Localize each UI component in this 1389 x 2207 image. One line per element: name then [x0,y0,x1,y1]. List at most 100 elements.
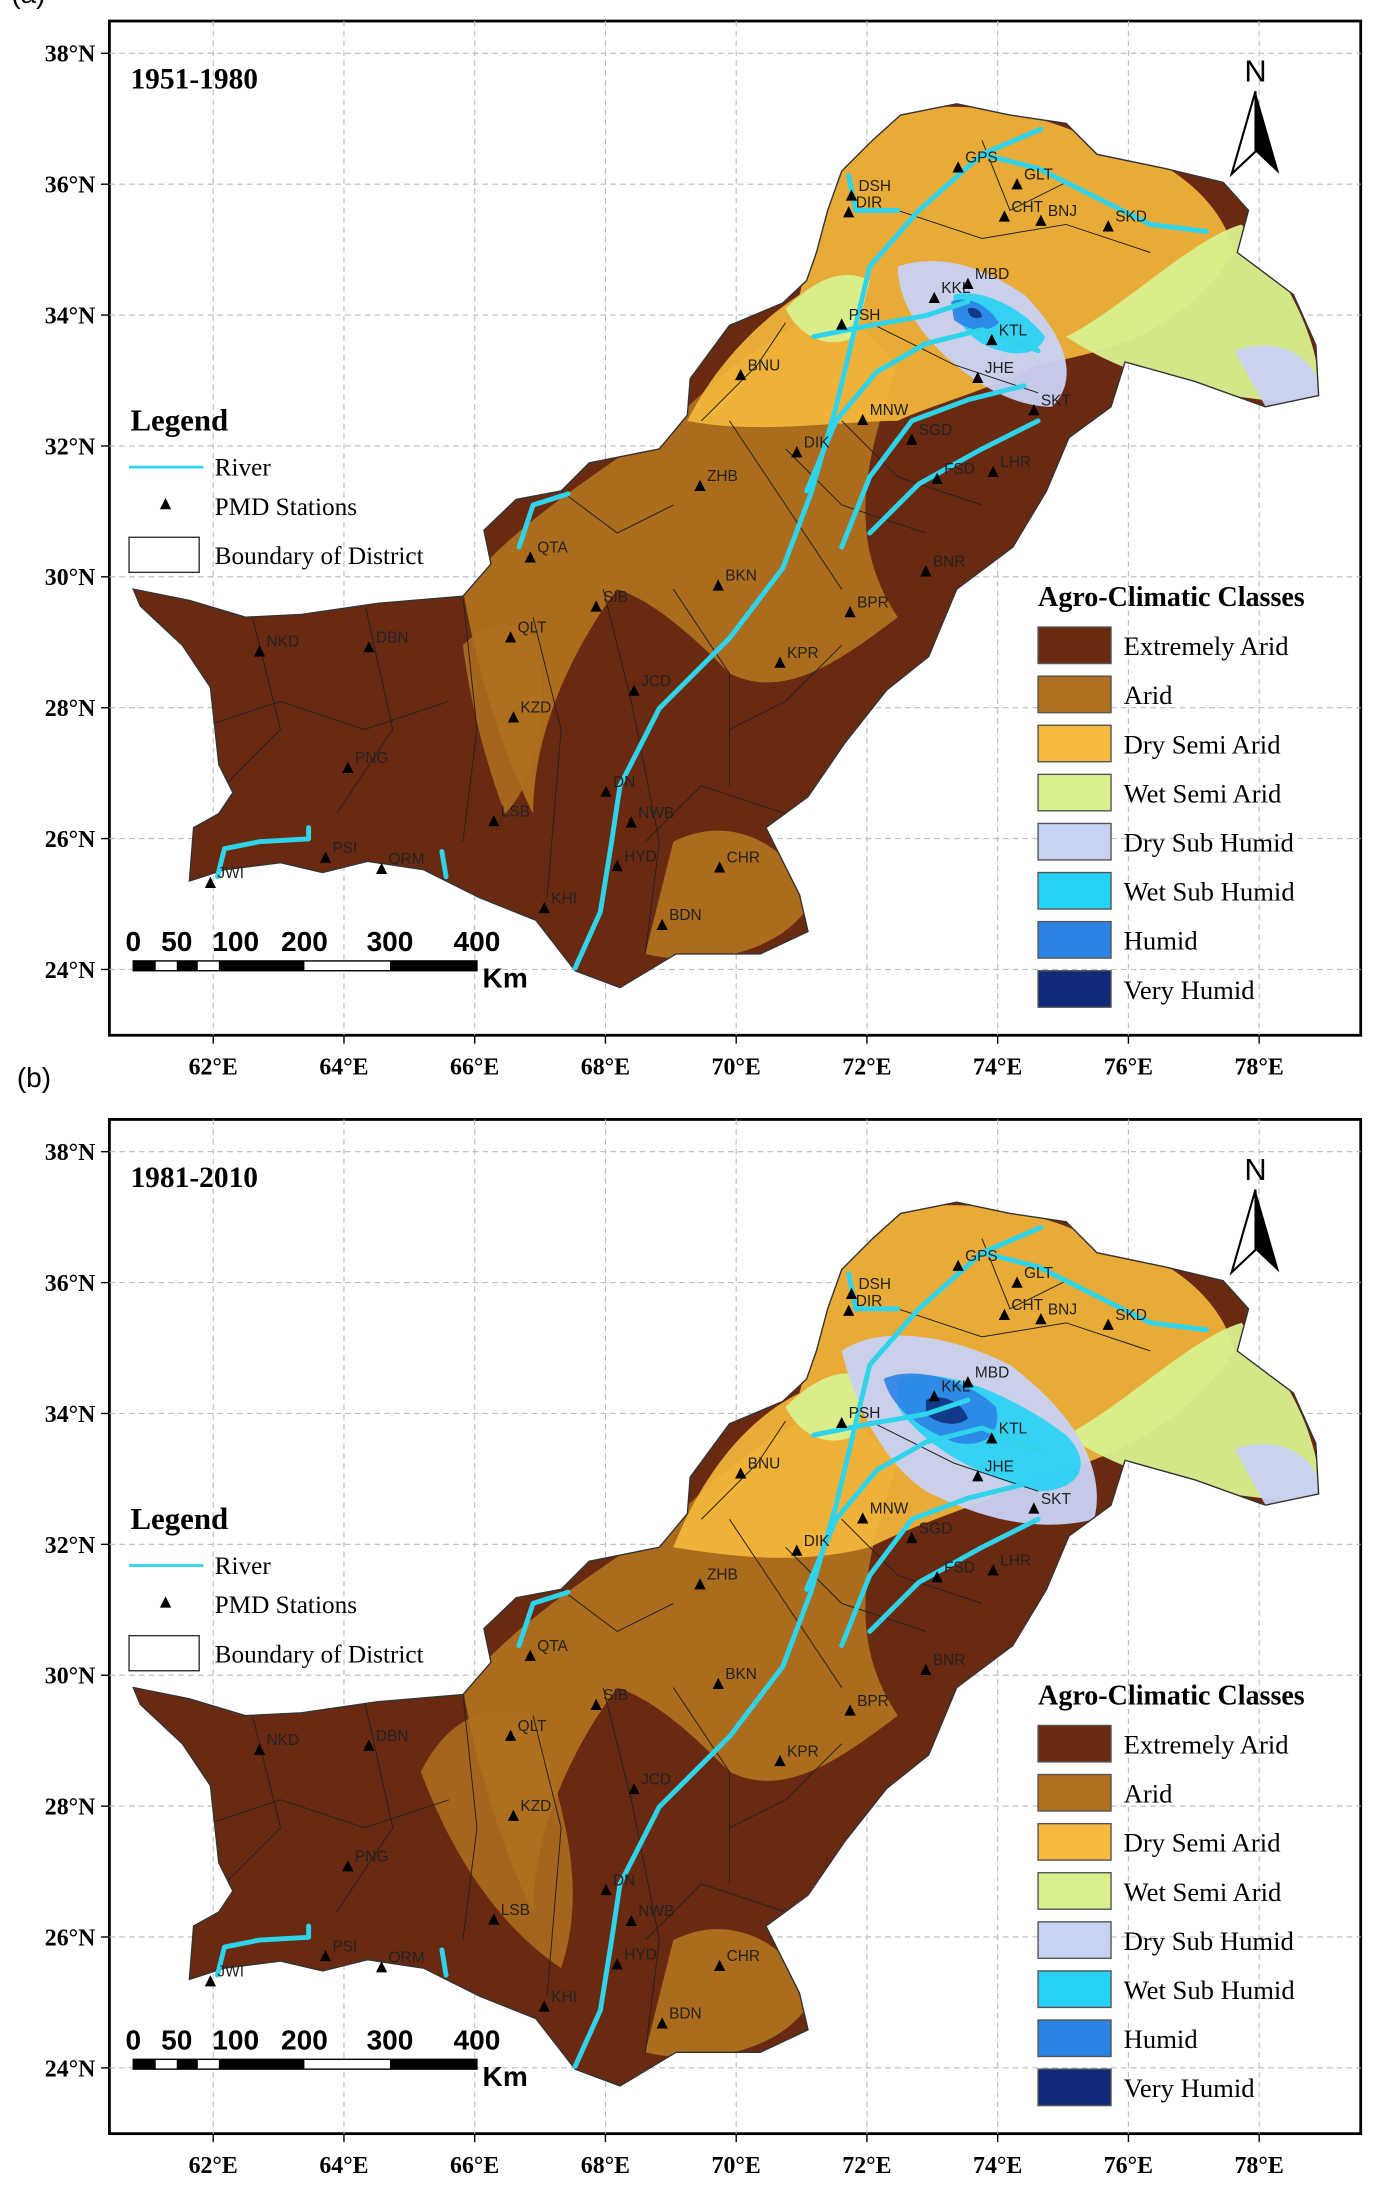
scale-bar-segment [389,2059,477,2070]
class-swatch [1037,773,1112,812]
scale-label: 50 [161,926,192,957]
station-marker [843,206,855,218]
station-label: NWB [638,805,674,822]
lat-tick-label: 32°N [45,1533,96,1559]
station-label: ORM [389,1950,425,1967]
lon-tick-label: 68°E [581,2153,630,2179]
scale-bar-segment [133,2059,156,2070]
station-label: PNG [355,1849,388,1866]
district-line [841,420,983,506]
station-marker [363,1739,375,1751]
station-label: KZD [520,700,551,717]
legend-station-symbol [159,497,172,510]
lat-tick-label: 30°N [45,565,96,591]
station-marker [836,318,848,330]
class-label: Wet Semi Arid [1124,778,1282,808]
river [214,825,312,880]
district-line [644,1883,786,1941]
station-marker [628,1782,640,1795]
station-marker [931,1571,943,1583]
class-swatch [1037,626,1112,665]
station-marker [611,859,623,872]
station-label: SIB [603,589,628,606]
scale-label: 0 [125,926,141,957]
district-line [869,1420,1039,1492]
north-label: N [1244,53,1266,88]
legend-item-label: River [215,1552,272,1580]
station-label: HYD [624,848,657,865]
station-marker [1028,1502,1040,1514]
river [839,383,1027,550]
station-label: SKD [1115,209,1147,226]
class-label: Extremely Arid [1124,1730,1289,1760]
station-label: GPS [965,150,998,167]
river [846,172,901,213]
legend-item-label: Boundary of District [215,1640,424,1668]
river [214,1923,312,1978]
station-marker [507,711,520,723]
region-arid [462,308,898,959]
river [572,126,1044,971]
district-line [729,420,843,590]
lon-tick-label: 74°E [973,2153,1022,2179]
station-marker [857,1512,869,1524]
station-label: PSI [332,840,357,857]
river [516,1589,571,1648]
scale-label: 100 [212,926,259,957]
scale-label: 200 [281,926,328,957]
lat-tick-label: 38°N [45,1140,96,1166]
station-marker [844,1704,856,1716]
station-label: NKD [267,1732,300,1749]
river [867,1516,1041,1634]
station-label: DIK [804,434,830,451]
lon-tick-label: 64°E [319,1055,368,1081]
region-wet-semi-arid [785,1322,1319,1506]
class-swatch [1037,871,1112,910]
station-label: BKN [725,1666,757,1683]
lat-tick-label: 26°N [45,827,96,853]
legend-item-label: PMD Stations [215,1591,357,1619]
station-label: DSH [859,1276,892,1293]
class-swatch [1037,920,1112,959]
station-label: BDN [669,907,702,924]
district-line [729,1518,843,1688]
class-swatch [1037,1822,1112,1861]
district-line [462,596,478,842]
climate-regions [133,103,1319,988]
station-marker [590,600,602,612]
class-label: Very Humid [1124,975,1255,1005]
lat-tick-label: 30°N [45,1664,96,1690]
region-very-humid [925,1397,968,1424]
station-label: DSH [859,178,892,195]
station-label: BPR [857,1693,889,1710]
district-line [672,588,730,786]
class-swatch [1037,1872,1112,1910]
lon-tick-label: 70°E [712,2153,761,2179]
station-label: KKL [941,280,971,297]
legend-boundary-symbol [128,536,200,574]
station-label: JHE [985,1459,1014,1476]
figure-content: (a) 38°N 36°N 34°N 32°N 30°N 28°N 26°N 24°N 62°E 6… [11,0,1363,2179]
station-label: CHT [1011,199,1043,216]
region-arid-2 [420,1710,573,1969]
station-label: CHT [1011,1297,1043,1314]
station-marker [538,902,550,914]
legend-title: Legend [130,1502,228,1536]
station-label: ZHB [707,1567,738,1584]
station-marker [1102,1318,1114,1330]
station-marker [342,761,354,773]
station-label: KPR [787,645,819,662]
legend-station-symbol [159,1596,172,1608]
country-outline [132,103,1320,989]
district-line [532,617,562,898]
station-label: QLT [518,1718,547,1735]
station-marker [774,656,786,668]
district-line [897,209,1151,253]
station-label: QTA [537,540,568,557]
station-label: LHR [1000,1553,1031,1570]
scale-label: 0 [125,2024,141,2055]
station-label: BNR [933,1652,966,1669]
classes-title: Agro-Climatic Classes [1038,1680,1305,1711]
station-marker [952,161,964,173]
